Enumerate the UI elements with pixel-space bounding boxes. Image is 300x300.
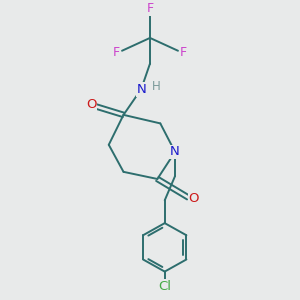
Text: N: N [170,146,180,158]
Text: F: F [113,46,120,59]
Text: O: O [188,192,199,206]
Text: Cl: Cl [158,280,171,293]
Text: N: N [136,83,146,96]
Text: O: O [86,98,96,111]
Text: H: H [152,80,161,93]
Text: F: F [180,46,187,59]
Text: F: F [146,2,154,15]
